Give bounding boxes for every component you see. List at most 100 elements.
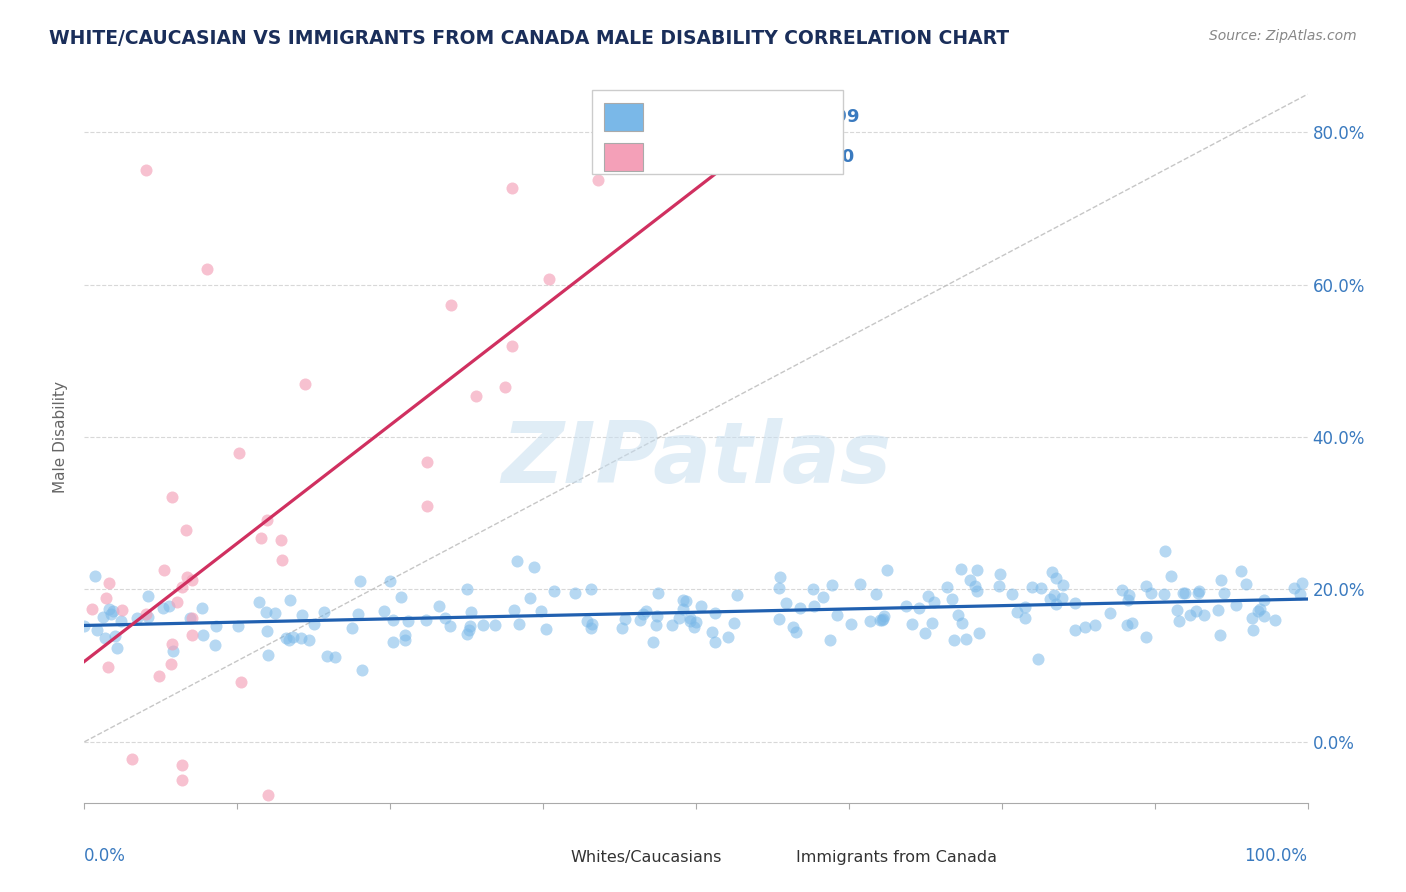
FancyBboxPatch shape — [519, 847, 555, 869]
Point — [990, 566, 1012, 581]
Point — [894, 599, 917, 613]
Point — [1213, 586, 1236, 600]
Text: WHITE/CAUCASIAN VS IMMIGRANTS FROM CANADA MALE DISABILITY CORRELATION CHART: WHITE/CAUCASIAN VS IMMIGRANTS FROM CANAD… — [49, 29, 1010, 47]
Point — [1052, 591, 1074, 605]
Point — [914, 626, 936, 640]
Text: N =: N = — [766, 148, 815, 166]
Point — [1185, 604, 1208, 618]
Point — [1026, 652, 1049, 666]
Point — [1014, 611, 1036, 625]
Point — [291, 608, 314, 623]
Point — [825, 607, 848, 622]
Point — [464, 389, 486, 403]
Point — [876, 563, 898, 577]
Point — [157, 599, 180, 613]
Point — [440, 298, 463, 312]
Point — [110, 614, 132, 628]
Point — [1116, 593, 1139, 607]
Point — [576, 615, 599, 629]
Point — [136, 589, 159, 603]
Point — [179, 611, 201, 625]
Point — [685, 615, 707, 630]
Text: 0.177: 0.177 — [704, 108, 762, 126]
Text: 199: 199 — [823, 108, 860, 126]
Point — [1116, 617, 1139, 632]
Point — [229, 674, 252, 689]
Point — [1160, 568, 1182, 582]
Point — [872, 612, 894, 626]
Point — [508, 616, 530, 631]
Point — [700, 625, 723, 640]
FancyBboxPatch shape — [745, 847, 782, 869]
Point — [121, 752, 143, 766]
Text: ZIPatlas: ZIPatlas — [501, 417, 891, 500]
Point — [581, 617, 603, 632]
Point — [176, 569, 198, 583]
Point — [460, 605, 482, 619]
Point — [1045, 597, 1067, 611]
Text: Source: ZipAtlas.com: Source: ZipAtlas.com — [1209, 29, 1357, 43]
Point — [1052, 578, 1074, 592]
Point — [950, 616, 973, 631]
Point — [276, 631, 298, 645]
Point — [1289, 587, 1312, 601]
Point — [382, 613, 405, 627]
Point — [1211, 574, 1233, 588]
Point — [943, 633, 966, 648]
Point — [1168, 615, 1191, 629]
Point — [967, 626, 990, 640]
Point — [579, 621, 602, 635]
Text: 0.638: 0.638 — [704, 148, 762, 166]
Point — [936, 580, 959, 594]
Text: R =: R = — [658, 148, 696, 166]
Point — [181, 573, 204, 587]
Point — [91, 610, 114, 624]
Point — [1045, 571, 1067, 585]
Point — [917, 589, 939, 603]
Point — [1178, 607, 1201, 622]
Point — [166, 595, 188, 609]
Point — [415, 613, 437, 627]
Point — [162, 644, 184, 658]
Point — [1192, 608, 1215, 623]
Point — [160, 637, 183, 651]
Point — [661, 617, 683, 632]
Point — [271, 553, 294, 567]
Point — [1241, 611, 1264, 625]
Point — [382, 635, 405, 649]
Point — [1206, 602, 1229, 616]
Point — [1040, 566, 1063, 580]
Text: 0.0%: 0.0% — [84, 847, 127, 864]
Point — [96, 591, 118, 605]
Point — [803, 599, 825, 613]
Point — [950, 562, 973, 576]
Point — [111, 603, 134, 617]
Point — [689, 599, 711, 613]
Point — [180, 611, 202, 625]
Point — [100, 607, 122, 622]
Point — [190, 601, 212, 615]
Point — [125, 611, 148, 625]
Point — [247, 595, 270, 609]
Point — [316, 649, 339, 664]
Point — [298, 633, 321, 648]
Point — [704, 635, 727, 649]
Point — [614, 612, 637, 626]
Point — [1291, 575, 1313, 590]
Point — [270, 533, 292, 547]
Point — [373, 604, 395, 618]
Point — [966, 584, 988, 599]
Point — [1153, 544, 1175, 558]
Point — [966, 563, 988, 577]
Point — [294, 376, 316, 391]
Point — [170, 580, 193, 594]
Point — [645, 618, 668, 632]
Point — [257, 648, 280, 663]
Point — [564, 586, 586, 600]
Point — [922, 595, 945, 609]
Point — [1247, 604, 1270, 618]
Point — [312, 606, 335, 620]
Point — [290, 631, 312, 645]
Point — [172, 757, 194, 772]
Point — [1039, 592, 1062, 607]
